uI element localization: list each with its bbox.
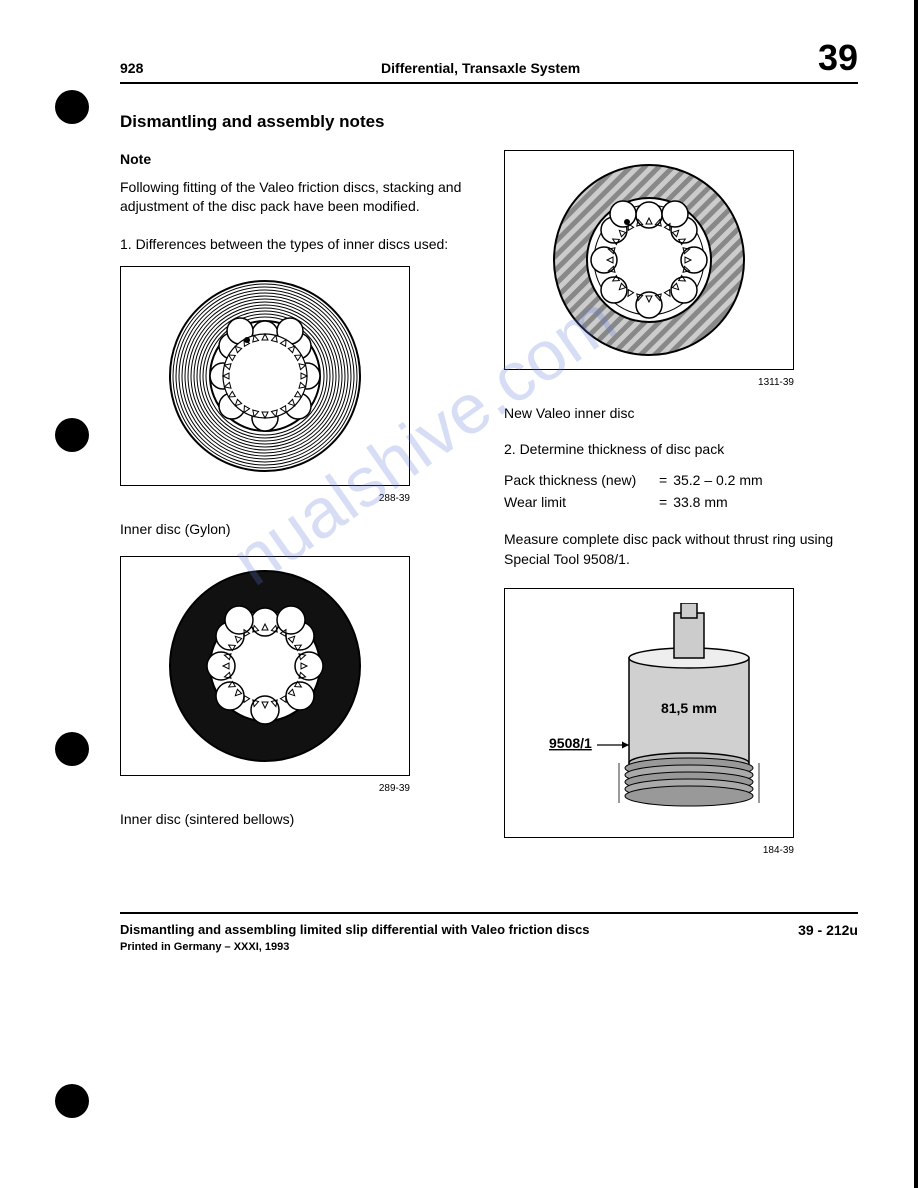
page-footer: Dismantling and assembling limited slip … bbox=[120, 912, 858, 953]
spec-label: Wear limit bbox=[504, 493, 659, 513]
figure-caption: Inner disc (sintered bellows) bbox=[120, 810, 474, 830]
figure-sintered-disc bbox=[120, 556, 410, 776]
tool-number: 9508/1 bbox=[549, 735, 592, 751]
footer-printed: Printed in Germany – XXXI, 1993 bbox=[120, 941, 590, 953]
spec-value: 35.2 – 0.2 mm bbox=[673, 471, 763, 491]
left-column: Note Following fitting of the Valeo fric… bbox=[120, 150, 474, 872]
punch-hole bbox=[55, 1084, 89, 1118]
equals-sign: = bbox=[659, 471, 667, 491]
dimension-label: 81,5 mm bbox=[661, 700, 717, 716]
figure-ref: 184-39 bbox=[504, 844, 794, 858]
measure-paragraph: Measure complete disc pack without thrus… bbox=[504, 530, 858, 569]
intro-paragraph: Following fitting of the Valeo friction … bbox=[120, 178, 474, 217]
page-header: 928 Differential, Transaxle System 39 bbox=[120, 40, 858, 84]
figure-ref: 1311-39 bbox=[504, 376, 794, 390]
equals-sign: = bbox=[659, 493, 667, 513]
figure-gylon-disc bbox=[120, 266, 410, 486]
figure-ref: 289-39 bbox=[120, 782, 410, 796]
two-column-layout: Note Following fitting of the Valeo fric… bbox=[120, 150, 858, 872]
figure-special-tool: 81,5 mm 9508/1 bbox=[504, 588, 794, 838]
punch-hole bbox=[55, 90, 89, 124]
list-item-1: 1. Differences between the types of inne… bbox=[138, 235, 474, 255]
figure-caption: New Valeo inner disc bbox=[504, 404, 858, 424]
punch-hole bbox=[55, 418, 89, 452]
spec-row: Pack thickness (new) = 35.2 – 0.2 mm bbox=[504, 471, 858, 491]
figure-ref: 288-39 bbox=[120, 492, 410, 506]
page: nualshive.com 928 Differential, Transaxl… bbox=[0, 0, 918, 1188]
model-number: 928 bbox=[120, 60, 143, 76]
list-item-2: 2. Determine thickness of disc pack bbox=[522, 440, 858, 460]
figure-valeo-disc bbox=[504, 150, 794, 370]
footer-pageref: 39 - 212u bbox=[798, 922, 858, 938]
spec-label: Pack thickness (new) bbox=[504, 471, 659, 491]
spec-row: Wear limit = 33.8 mm bbox=[504, 493, 858, 513]
footer-title: Dismantling and assembling limited slip … bbox=[120, 922, 590, 937]
note-heading: Note bbox=[120, 150, 474, 170]
spec-value: 33.8 mm bbox=[673, 493, 727, 513]
figure-caption: Inner disc (Gylon) bbox=[120, 520, 474, 540]
section-title: Dismantling and assembly notes bbox=[120, 112, 858, 132]
chapter-title: Differential, Transaxle System bbox=[143, 60, 818, 76]
punch-hole bbox=[55, 732, 89, 766]
right-column: 1311-39 New Valeo inner disc 2. Determin… bbox=[504, 150, 858, 872]
chapter-number: 39 bbox=[818, 40, 858, 76]
